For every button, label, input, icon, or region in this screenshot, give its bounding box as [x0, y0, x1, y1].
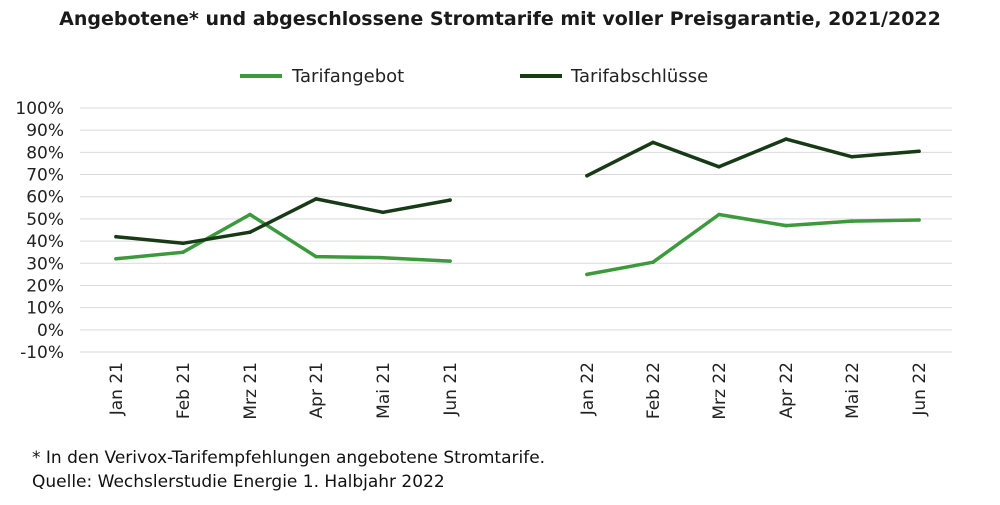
footnote: * In den Verivox-Tarifempfehlungen angeb…	[32, 446, 545, 494]
x-tick-label: Apr 22	[777, 362, 797, 418]
y-tick-label: 20%	[26, 276, 64, 296]
data-point	[314, 254, 318, 259]
y-tick-label: 80%	[26, 143, 64, 163]
y-tick-label: 50%	[26, 210, 64, 230]
y-tick-label: 0%	[37, 321, 64, 341]
x-tick-label: Jan 21	[107, 362, 127, 416]
data-point	[248, 230, 252, 234]
chart-title: Angebotene* und abgeschlossene Stromtari…	[59, 8, 941, 30]
data-point	[181, 250, 185, 254]
data-point	[717, 212, 721, 217]
y-tick-label: -10%	[20, 343, 64, 363]
data-point	[850, 219, 854, 223]
data-point	[114, 257, 118, 261]
data-point	[585, 272, 589, 277]
y-tick-label: 90%	[26, 121, 64, 141]
data-point	[784, 223, 788, 228]
data-point	[248, 212, 252, 217]
data-point	[850, 155, 854, 159]
y-tick-label: 30%	[26, 254, 64, 274]
x-tick-label: Mrz 21	[241, 362, 261, 420]
y-tick-label: 10%	[26, 299, 64, 319]
x-tick-label: Mrz 22	[710, 362, 730, 420]
footnote-line-1: * In den Verivox-Tarifempfehlungen angeb…	[32, 448, 546, 468]
y-tick-label: 40%	[26, 232, 64, 252]
data-point	[651, 140, 655, 145]
series-line-tarifangebot	[114, 212, 452, 263]
data-point	[784, 137, 788, 141]
series-line-tarifangebot	[585, 212, 921, 277]
y-tick-label: 70%	[26, 166, 64, 186]
source-line: Quelle: Wechslerstudie Energie 1. Halbja…	[32, 472, 445, 492]
data-point	[381, 210, 385, 215]
x-tick-label: Apr 21	[307, 362, 327, 418]
x-tick-label: Jun 22	[910, 362, 930, 417]
y-tick-label: 60%	[26, 188, 64, 208]
legend-entry: Tarifabschlüsse	[570, 66, 708, 87]
data-point	[381, 255, 385, 260]
x-tick-label: Mai 22	[843, 362, 863, 419]
y-tick-label: 100%	[15, 99, 64, 119]
data-point	[448, 259, 452, 263]
data-point	[181, 241, 185, 246]
x-tick-label: Feb 21	[174, 362, 194, 419]
x-tick-label: Jun 21	[441, 362, 461, 417]
data-point	[314, 197, 318, 201]
x-tick-label: Feb 22	[644, 362, 664, 419]
data-point	[717, 165, 721, 169]
legend-entry: Tarifangebot	[291, 66, 404, 87]
data-point	[585, 173, 589, 178]
series-line-tarifabschluesse	[585, 137, 921, 178]
data-point	[651, 260, 655, 265]
x-tick-label: Mai 21	[374, 362, 394, 419]
data-point	[917, 218, 921, 222]
x-tick-label: Jan 22	[578, 362, 598, 416]
data-point	[917, 149, 921, 154]
series-line-tarifabschluesse	[114, 197, 452, 246]
data-point	[114, 234, 118, 239]
data-point	[448, 198, 452, 202]
